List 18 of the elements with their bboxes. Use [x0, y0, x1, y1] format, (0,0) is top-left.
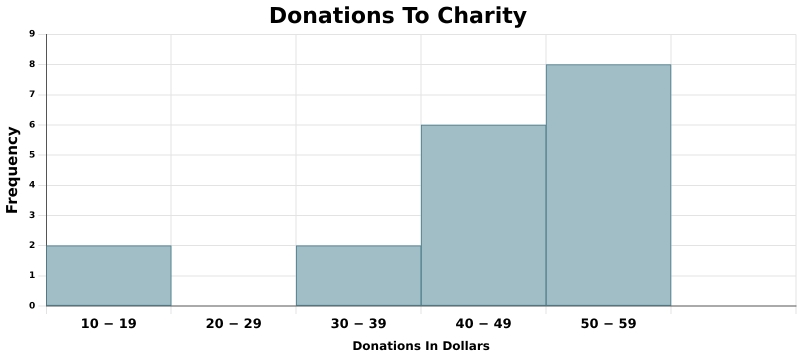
x-tick-label: 50 − 59 [580, 317, 637, 332]
x-axis-title: Donations In Dollars [352, 338, 490, 353]
y-tick-label: 2 [28, 240, 36, 251]
y-tick-label: 7 [28, 90, 36, 100]
chart-title: Donations To Charity [268, 4, 528, 29]
x-tick-label: 10 − 19 [80, 317, 137, 332]
x-tick-label: 20 − 29 [206, 317, 262, 332]
y-axis-title: Frequency [2, 126, 21, 214]
y-tick-label: 9 [28, 30, 36, 40]
y-tick-label: 1 [28, 271, 36, 282]
y-tick-label: 6 [28, 120, 36, 130]
y-tick-label: 4 [28, 180, 36, 191]
y-tick-label: 8 [28, 60, 36, 70]
y-tick-label: 3 [28, 210, 36, 221]
y-tick-label: 5 [28, 150, 36, 160]
x-tick-label: 40 − 49 [456, 317, 512, 332]
y-tick-label: 0 [28, 301, 36, 312]
x-tick-label: 30 − 39 [330, 317, 387, 332]
